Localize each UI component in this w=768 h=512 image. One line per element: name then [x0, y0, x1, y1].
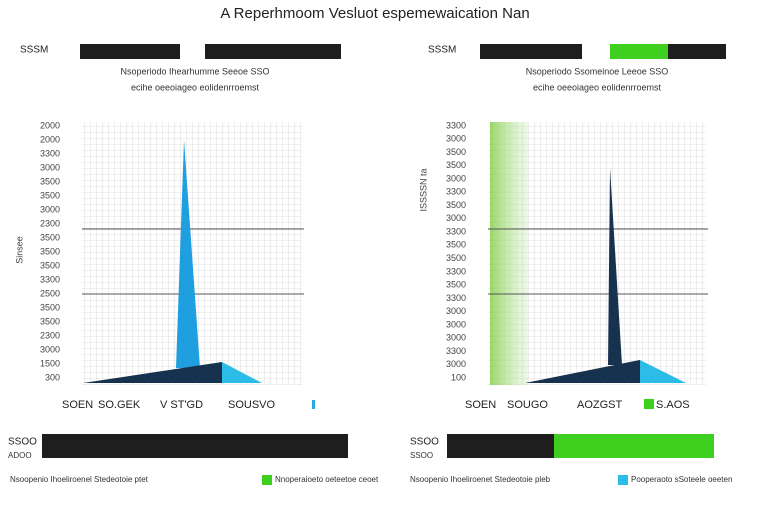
y-tick-label: 1500	[40, 358, 60, 368]
x-label: SOUSVO	[228, 399, 276, 411]
legend-swatch	[312, 400, 315, 409]
y-tick-label: 3500	[40, 316, 60, 326]
area	[222, 362, 262, 383]
spike	[176, 140, 200, 368]
y-tick-label: 3000	[40, 344, 60, 354]
y-tick-label: 3500	[40, 246, 60, 256]
subtitle: ecihe oeeoiageo eolidenrroemst	[533, 82, 662, 92]
x-label: SOEN	[62, 399, 93, 411]
y-tick-label: 3300	[446, 266, 466, 276]
y-tick-label: 3000	[446, 134, 466, 144]
legend-swatch	[262, 475, 272, 485]
footnote: Nsoopenio Ihoeliroenet Stedeotoie pleb	[410, 475, 551, 484]
area	[525, 360, 640, 383]
panel-label: SSSM	[20, 45, 48, 56]
legend-swatch	[618, 475, 628, 485]
x-label: SOEN	[465, 399, 496, 411]
y-tick-label: 3300	[446, 120, 466, 130]
page-title: A Reperhmoom Vesluot espemewaication Nan	[220, 5, 529, 22]
x-label: V ST'GD	[160, 399, 203, 411]
y-tick-label: 3000	[446, 319, 466, 329]
header-bar	[80, 44, 180, 59]
y-tick-label: 3300	[446, 226, 466, 236]
x-label: AOZGST	[577, 399, 623, 411]
y-tick-label: 3300	[40, 274, 60, 284]
subtitle: Nsoperiodo Ihearhumme Seeoe SSO	[120, 66, 269, 76]
axis-label: Sinsee	[14, 236, 24, 264]
highlight-band	[490, 122, 528, 385]
y-tick-label: 3500	[446, 280, 466, 290]
y-tick-label: 3500	[40, 190, 60, 200]
y-tick-label: 3300	[40, 148, 60, 158]
y-tick-label: 3500	[40, 302, 60, 312]
subtitle: ecihe oeeoiageo eolidenrroemst	[131, 82, 260, 92]
bottom-label: ADOO	[8, 451, 32, 460]
y-tick-label: 3500	[446, 200, 466, 210]
bottom-bar	[42, 434, 348, 458]
footnote: Nsoopenio Ihoeliroenel Stedeotoie ptet	[10, 475, 149, 484]
y-tick-label: 3500	[40, 232, 60, 242]
bottom-bar	[447, 434, 554, 458]
y-tick-label: 3300	[446, 293, 466, 303]
y-tick-label: 3500	[446, 240, 466, 250]
y-tick-label: 3000	[446, 173, 466, 183]
footnote: Nnoperaioeto oeteetoe ceoet	[275, 475, 379, 484]
y-tick-label: 3500	[40, 260, 60, 270]
footnote: Pooperaoto sSoteele oeeten	[631, 475, 732, 484]
area	[640, 360, 686, 383]
legend-swatch	[644, 399, 654, 409]
subtitle: Nsoperiodo Ssomeinoe Leeoe SSO	[526, 66, 669, 76]
y-tick-label: 2300	[40, 218, 60, 228]
y-tick-label: 2000	[40, 134, 60, 144]
axis-label: ISSSSN ta	[418, 168, 428, 211]
y-tick-label: 3000	[446, 333, 466, 343]
y-tick-label: 3300	[446, 346, 466, 356]
y-tick-label: 3500	[446, 160, 466, 170]
header-bar	[205, 44, 341, 59]
y-tick-label: 3500	[446, 253, 466, 263]
y-tick-label: 3300	[446, 187, 466, 197]
y-tick-label: 3000	[40, 204, 60, 214]
y-tick-label: 3000	[40, 162, 60, 172]
y-tick-label: 3500	[446, 147, 466, 157]
x-label: S.AOS	[656, 399, 690, 411]
y-tick-label: 3000	[446, 359, 466, 369]
bottom-bar	[554, 434, 714, 458]
y-tick-label: 2500	[40, 288, 60, 298]
y-tick-label: 3000	[446, 306, 466, 316]
area	[83, 362, 222, 383]
y-tick-label: 3500	[40, 176, 60, 186]
header-bar	[480, 44, 582, 59]
y-tick-label: 2300	[40, 330, 60, 340]
bottom-label: SSOO	[410, 451, 433, 460]
bottom-label: SSOO	[8, 437, 37, 448]
bottom-label: SSOO	[410, 437, 439, 448]
header-bar	[668, 44, 726, 59]
spike	[608, 168, 622, 365]
y-tick-label: 100	[451, 372, 466, 382]
x-label: SOUGO	[507, 399, 548, 411]
x-label: SO.GEK	[98, 399, 141, 411]
y-tick-label: 300	[45, 372, 60, 382]
header-bar	[610, 44, 668, 59]
y-tick-label: 3000	[446, 213, 466, 223]
y-tick-label: 2000	[40, 120, 60, 130]
panel-label: SSSM	[428, 45, 456, 56]
